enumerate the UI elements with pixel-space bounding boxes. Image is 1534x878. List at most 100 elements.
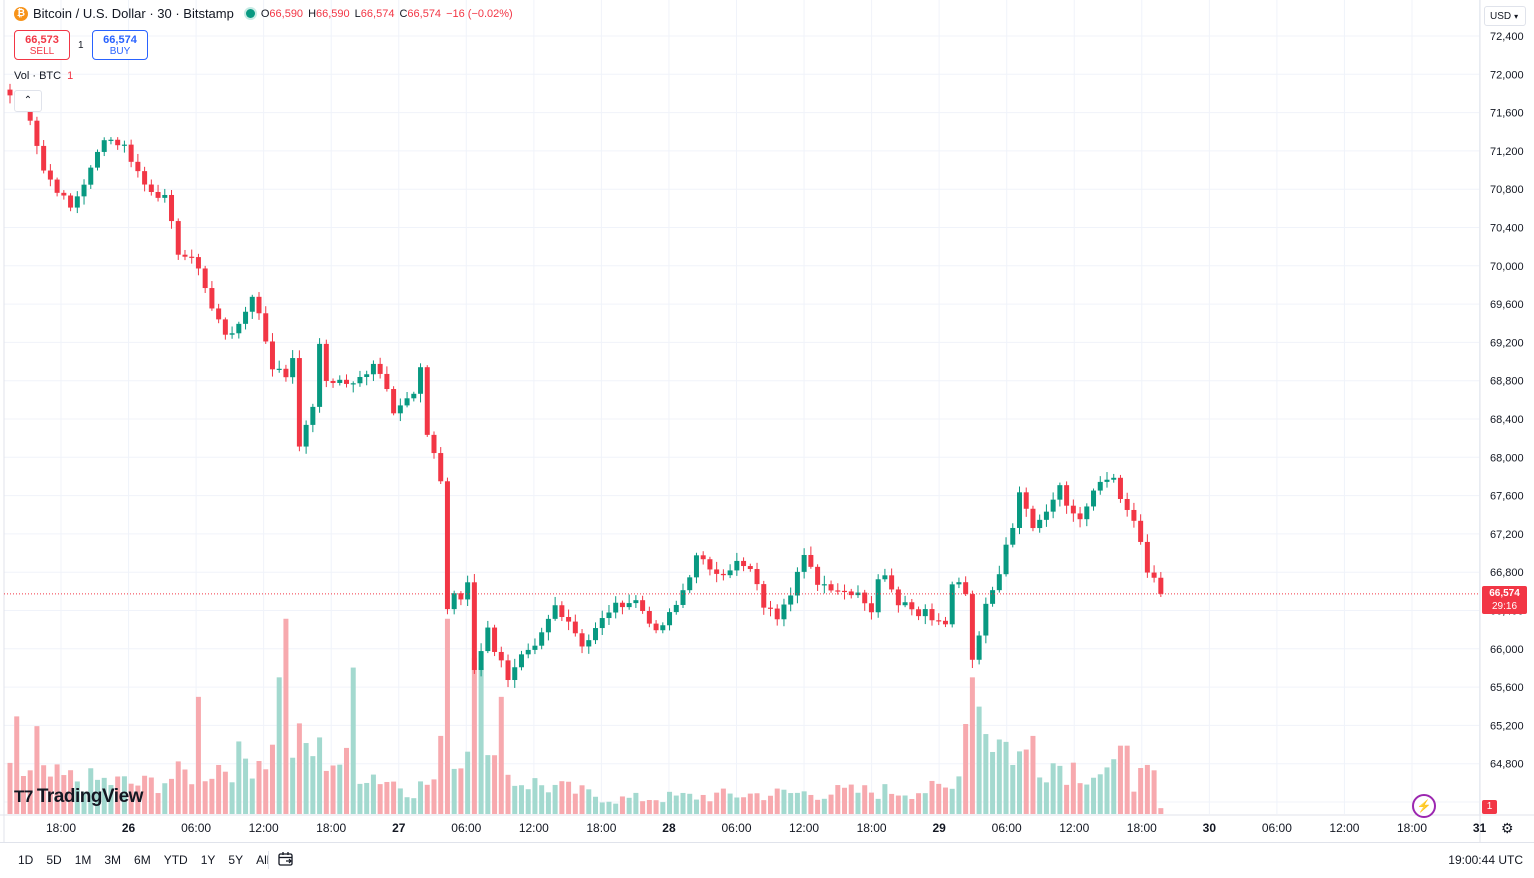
candle-body [929, 609, 935, 621]
volume-bar [552, 784, 558, 814]
volume-bar [1124, 745, 1130, 814]
volume-bar [969, 677, 975, 814]
candle-body [936, 620, 942, 622]
volume-bar [256, 761, 262, 814]
utc-clock[interactable]: 19:00:44 UTC [1448, 853, 1523, 867]
volume-bar [626, 797, 632, 814]
candle-body [969, 594, 975, 660]
volume-bar [276, 677, 282, 814]
range-button-1y[interactable]: 1Y [200, 853, 216, 867]
candle-body [424, 367, 430, 435]
price-tick-label: 68,000 [1490, 452, 1524, 464]
calendar-goto-icon[interactable] [277, 850, 295, 868]
candle-body [660, 625, 666, 631]
candle-body [384, 373, 390, 390]
candle-body [431, 434, 437, 454]
range-button-ytd[interactable]: YTD [163, 853, 188, 867]
volume-bar [613, 803, 619, 814]
volume-bar [108, 785, 114, 814]
time-tick-label: 31 [1473, 821, 1487, 835]
currency-select[interactable]: USD ▾ [1484, 6, 1526, 26]
volume-bar [942, 787, 948, 814]
volume-bar [61, 775, 67, 814]
candle-body [68, 195, 74, 208]
volume-bar [310, 756, 316, 814]
volume-bar [848, 784, 854, 814]
bitcoin-icon[interactable]: ₿ [14, 6, 28, 21]
volume-bar [875, 798, 881, 814]
volume-bar [788, 793, 794, 814]
buy-button[interactable]: 66,574 BUY [92, 30, 148, 60]
volume-bar [1138, 768, 1144, 814]
tradingview-logo[interactable]: T7 TradingView [14, 786, 143, 808]
volume-bar [54, 764, 60, 814]
price-tick-label: 69,600 [1490, 299, 1524, 311]
range-button-1m[interactable]: 1M [74, 853, 92, 867]
candle-body [276, 368, 282, 370]
candle-body [283, 368, 289, 378]
date-range-buttons: 1D 5D 1M 3M 6M YTD 1Y 5Y All [12, 853, 276, 867]
volume-bar [828, 794, 834, 814]
candle-body [370, 363, 376, 375]
collapse-legend-button[interactable]: ⌃ [14, 90, 42, 112]
volume-bar [714, 792, 720, 814]
range-button-6m[interactable]: 6M [134, 853, 151, 867]
candle-body [942, 620, 948, 625]
market-open-dot-icon[interactable] [245, 9, 255, 18]
volume-bar [660, 802, 666, 814]
candle-body [572, 621, 578, 634]
candle-body [855, 592, 861, 596]
candle-body [148, 184, 154, 192]
volume-bar [505, 774, 511, 814]
time-tick-label: 26 [122, 821, 136, 835]
volume-bar [646, 800, 652, 814]
volume-bar [1003, 741, 1009, 814]
candle-body [1144, 541, 1150, 573]
currency-label: USD [1490, 11, 1512, 22]
time-tick-label: 06:00 [721, 821, 751, 835]
volume-bar [842, 787, 848, 814]
candle-body [976, 635, 982, 660]
candle-body [296, 358, 302, 447]
volume-bar [364, 782, 370, 814]
tradingview-logo-text: TradingView [36, 786, 144, 807]
volume-bar [465, 751, 471, 814]
sell-button[interactable]: 66,573 SELL [14, 30, 70, 60]
volume-bar [956, 776, 962, 814]
time-axis-settings-icon[interactable]: ⚙ [1501, 820, 1514, 836]
price-chart[interactable]: 72,400 72,000 71,600 71,200 70,800 70,400 70,0… [0, 0, 1534, 842]
volume-bar [936, 783, 942, 814]
range-button-3m[interactable]: 3M [104, 853, 122, 867]
candle-body [983, 603, 989, 636]
range-button-5y[interactable]: 5Y [228, 853, 244, 867]
range-button-1d[interactable]: 1D [18, 853, 34, 867]
candle-body [444, 481, 450, 610]
candle-body [808, 554, 814, 567]
candle-body [532, 645, 538, 650]
volume-bar [922, 793, 928, 814]
candle-body [640, 600, 646, 612]
volume-bar [404, 797, 410, 814]
candle-body [741, 560, 747, 567]
toolbar-divider [268, 851, 269, 869]
lightning-icon[interactable]: ⚡ [1412, 794, 1436, 818]
candle-body [545, 618, 551, 633]
candle-body [377, 363, 383, 374]
candle-body [559, 605, 565, 617]
symbol-title[interactable]: Bitcoin / U.S. Dollar · 30 · Bitstamp [33, 6, 234, 21]
volume-bar [68, 770, 74, 814]
candle-body [175, 221, 181, 255]
volume-bar [148, 777, 154, 814]
volume-bar [1084, 784, 1090, 814]
time-tick-label: 12:00 [1329, 821, 1359, 835]
candle-body [1111, 477, 1117, 480]
tradingview-logo-mark: T7 [14, 787, 33, 806]
range-button-5d[interactable]: 5D [46, 853, 62, 867]
volume-bar [337, 764, 343, 814]
volume-legend[interactable]: Vol · BTC 1 [14, 70, 73, 82]
candle-body [707, 559, 713, 570]
volume-bar [229, 782, 235, 814]
candle-body [438, 453, 444, 482]
range-button-all[interactable]: All [256, 853, 270, 867]
volume-bar [983, 734, 989, 814]
